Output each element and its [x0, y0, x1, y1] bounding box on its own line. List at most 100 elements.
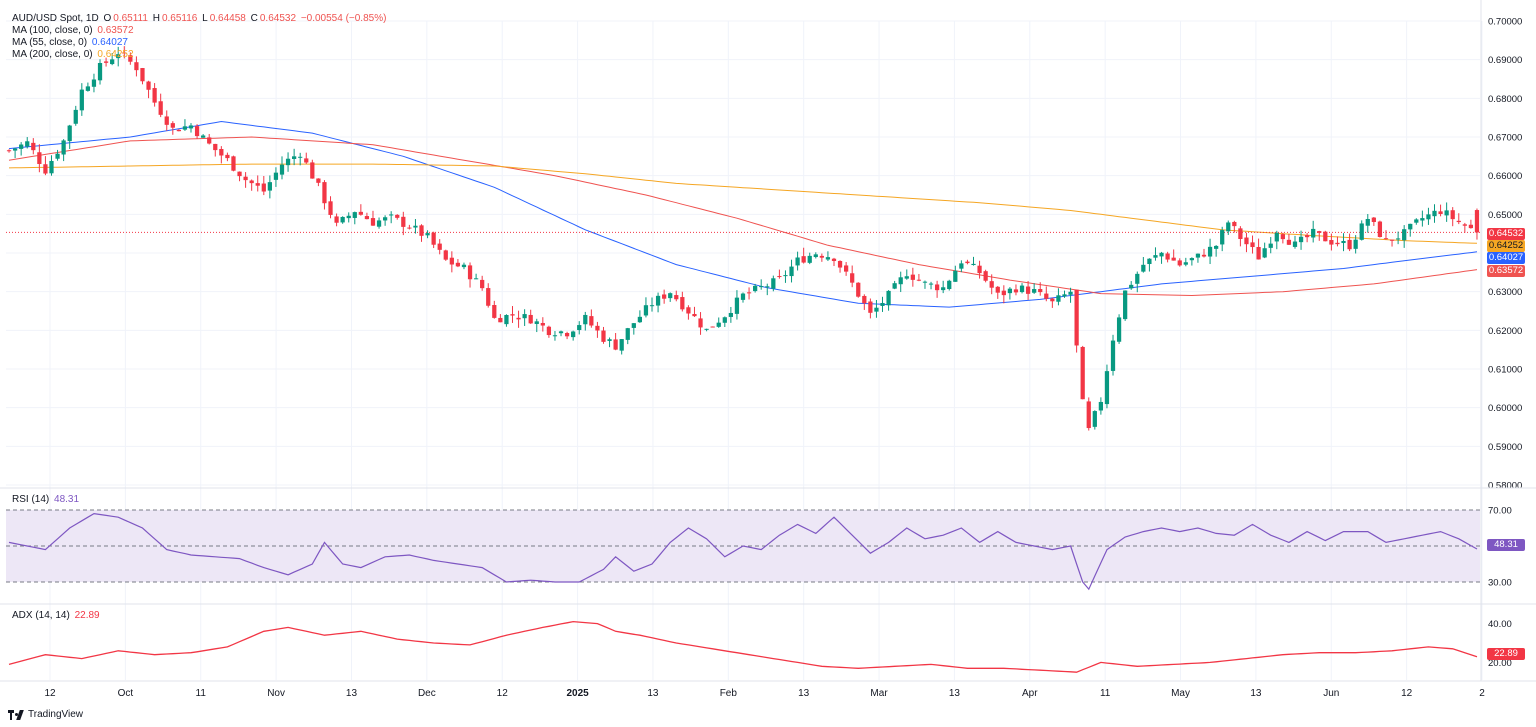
candle-body: [395, 214, 400, 218]
candle-body: [977, 265, 982, 274]
candle-body: [67, 125, 72, 142]
candle-body: [558, 331, 564, 334]
candle-body: [419, 225, 424, 236]
rsi-line: [8, 512, 1478, 591]
adx-legend[interactable]: ADX (14, 14) 22.89: [12, 610, 102, 622]
candle-body: [194, 126, 200, 137]
candle-body: [1092, 411, 1097, 427]
candle-body: [31, 142, 36, 151]
candle-body: [898, 277, 903, 285]
candle-body: [1420, 218, 1425, 221]
candle-body: [292, 156, 297, 159]
ma100-legend[interactable]: MA (100, close, 0) 0.63572: [12, 25, 136, 37]
candle-body: [589, 316, 594, 326]
ma100-value: 0.63572: [97, 25, 134, 36]
candle-body: [1007, 288, 1013, 294]
time-tick-label: Mar: [870, 688, 888, 699]
rsi-tick-label: 70.00: [1488, 506, 1512, 517]
candle-body: [704, 328, 709, 330]
low-label: L: [202, 13, 208, 24]
candle-body: [753, 285, 758, 292]
price-tick-label: 0.67000: [1488, 133, 1522, 144]
candle-body: [1280, 234, 1285, 240]
candle-body: [680, 297, 685, 310]
candle-body: [158, 101, 163, 115]
candle-body: [261, 183, 266, 192]
candle-body: [583, 314, 588, 325]
ma55-legend[interactable]: MA (55, close, 0) 0.64027: [12, 37, 130, 49]
candle-body: [1189, 258, 1194, 261]
candle-body: [492, 305, 497, 318]
candle-body: [1062, 294, 1067, 297]
candle-body: [498, 317, 503, 323]
open-label: O: [103, 13, 112, 24]
candle-body: [237, 171, 242, 177]
time-tick-label: 13: [346, 688, 358, 699]
candle-body: [1032, 289, 1037, 293]
candle-body: [795, 257, 800, 266]
candle-body: [103, 61, 109, 63]
candle-body: [164, 116, 169, 125]
tradingview-logo-icon: [8, 709, 24, 720]
price-tick-label: 0.60000: [1488, 403, 1522, 414]
candle-body: [510, 314, 515, 316]
rsi-legend[interactable]: RSI (14) 48.31: [12, 494, 81, 506]
candle-body: [1044, 293, 1049, 299]
candle-body: [364, 216, 370, 220]
candle-body: [207, 137, 212, 144]
candle-body: [777, 276, 782, 278]
candle-body: [1462, 224, 1467, 226]
candle-body: [1153, 255, 1158, 258]
candle-body: [971, 263, 976, 266]
price-tick-label: 0.66000: [1488, 171, 1522, 182]
candle-body: [649, 305, 655, 307]
candle-body: [1232, 221, 1237, 227]
candle-body: [461, 264, 467, 268]
candle-body: [734, 297, 740, 314]
candle-body: [352, 212, 357, 218]
adx-line: [8, 620, 1478, 673]
candle-body: [1389, 239, 1395, 241]
candle-body: [467, 265, 473, 280]
candle-body: [522, 314, 527, 319]
candle-body: [1104, 371, 1110, 405]
candle-body: [182, 126, 188, 130]
change-value: −0.00554 (−0.85%): [300, 13, 387, 24]
candle-body: [1262, 248, 1267, 258]
candle-body: [1305, 235, 1310, 238]
candle-body: [1256, 246, 1261, 260]
symbol-label[interactable]: AUD/USD Spot, 1D: [12, 13, 99, 24]
candle-body: [73, 109, 78, 124]
candle-body: [43, 164, 48, 174]
candle-body: [1353, 239, 1358, 249]
price-tick-label: 0.59000: [1488, 442, 1522, 453]
time-tick-label: 12: [44, 688, 56, 699]
candle-body: [674, 295, 679, 300]
candle-body: [340, 216, 345, 223]
ma200-legend[interactable]: MA (200, close, 0) 0.64252: [12, 49, 136, 61]
candle-body: [655, 295, 661, 306]
adx-tick-label: 40.00: [1488, 619, 1512, 630]
candle-body: [134, 62, 139, 71]
time-tick-label: 13: [1250, 688, 1262, 699]
high-value: 0.65116: [161, 13, 198, 24]
candle-body: [983, 271, 988, 281]
candle-body: [213, 143, 218, 151]
candle-body: [1432, 210, 1437, 217]
candle-body: [1298, 236, 1304, 243]
ma200-label: MA (200, close, 0): [12, 49, 93, 60]
candle-body: [279, 164, 285, 175]
high-label: H: [152, 13, 160, 24]
tradingview-brand[interactable]: TradingView: [8, 709, 83, 720]
candle-body: [152, 88, 157, 103]
ma-line-100: [8, 136, 1478, 297]
candle-body: [480, 279, 485, 289]
candle-body: [989, 281, 994, 288]
candle-body: [1098, 401, 1104, 411]
candle-body: [273, 172, 279, 180]
open-value: 0.65111: [113, 13, 148, 24]
candle-body: [401, 216, 406, 227]
candle-body: [1359, 223, 1364, 240]
